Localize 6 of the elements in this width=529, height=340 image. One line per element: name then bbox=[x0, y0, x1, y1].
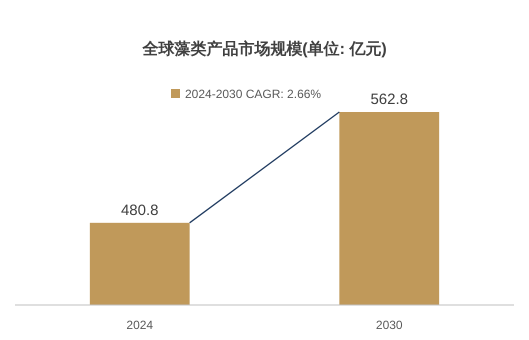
data-label: 480.8 bbox=[120, 202, 159, 219]
x-tick-label: 2024 bbox=[126, 318, 154, 332]
x-tick-label: 2030 bbox=[376, 318, 403, 332]
chart-title: 全球藻类产品市场规模(单位: 亿元) bbox=[141, 40, 387, 58]
data-label: 562.8 bbox=[370, 91, 408, 108]
legend: 2024-2030 CAGR: 2.66% bbox=[171, 87, 322, 101]
